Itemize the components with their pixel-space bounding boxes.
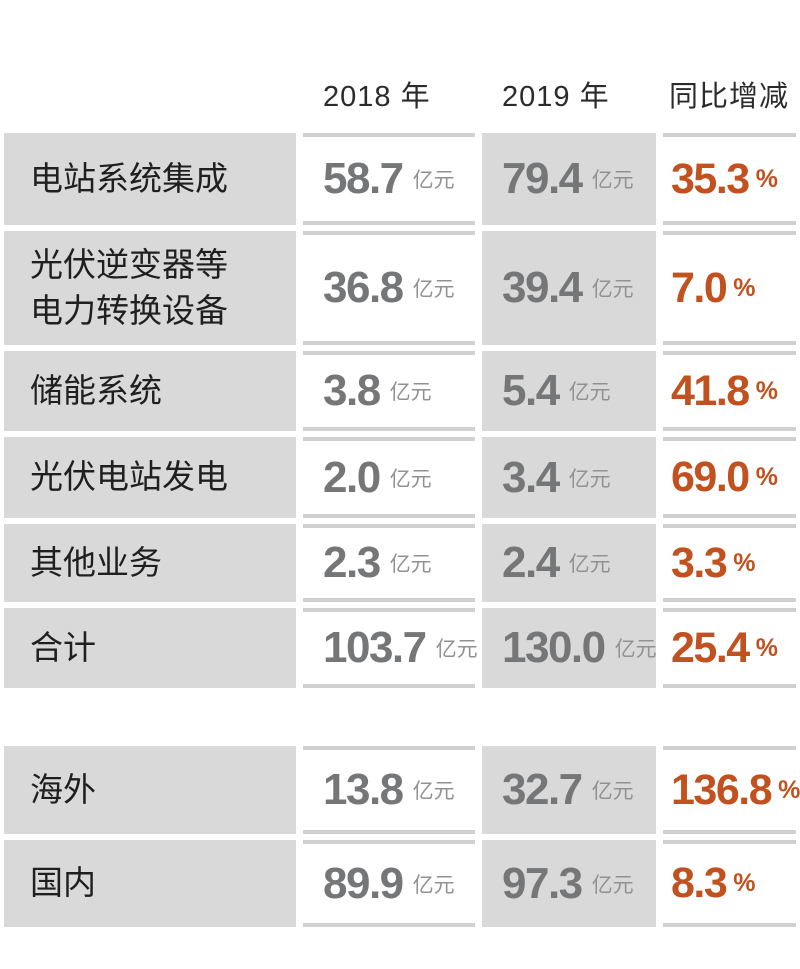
value-2018: 13.8 亿元 <box>303 746 475 834</box>
value-2019: 39.4 亿元 <box>482 231 656 345</box>
value-2019: 79.4 亿元 <box>482 133 656 225</box>
column-header-2018: 2018 年 <box>323 81 431 113</box>
unit-label: 亿元 <box>591 780 634 803</box>
percent-sign: % <box>755 463 778 491</box>
percent-sign: % <box>733 273 756 302</box>
value-2018-number: 103.7 <box>323 623 427 672</box>
value-2018-number: 2.3 <box>323 538 381 587</box>
table-row: 合计 103.7 亿元 130.0 亿元 25.4% <box>4 608 796 688</box>
yoy-change-number: 25.4 <box>671 623 750 672</box>
unit-label: 亿元 <box>568 381 611 404</box>
table-row: 海外 13.8 亿元 32.7 亿元 136.8% <box>4 746 800 834</box>
unit-label: 亿元 <box>591 278 634 301</box>
value-2019-number: 5.4 <box>502 366 560 415</box>
unit-label: 亿元 <box>568 553 611 576</box>
unit-label: 亿元 <box>591 169 634 192</box>
row-label: 合计 <box>4 608 296 688</box>
percent-sign: % <box>733 869 756 897</box>
yoy-change-number: 3.3 <box>671 538 728 587</box>
value-2019: 2.4 亿元 <box>482 524 656 602</box>
section-by-region: 海外 13.8 亿元 32.7 亿元 136.8% 国内 89.9 亿元 97.3 亿元 8.3% <box>4 746 800 927</box>
unit-label: 亿元 <box>412 873 455 897</box>
yoy-change: 136.8% <box>663 746 800 834</box>
value-2019-number: 79.4 <box>502 154 583 203</box>
value-2019: 97.3 亿元 <box>482 840 656 927</box>
value-2019: 130.0 亿元 <box>482 608 657 688</box>
value-2019-number: 2.4 <box>502 538 560 587</box>
value-2018-number: 36.8 <box>323 263 404 312</box>
yoy-change: 35.3% <box>663 133 796 225</box>
yoy-change-number: 69.0 <box>671 453 750 501</box>
value-2018: 58.7 亿元 <box>303 133 475 225</box>
yoy-change-number: 7.0 <box>671 263 728 312</box>
yoy-change-number: 41.8 <box>671 366 750 415</box>
value-2019-number: 39.4 <box>502 263 583 312</box>
value-2019-number: 130.0 <box>502 623 606 672</box>
value-2019: 3.4 亿元 <box>482 437 656 518</box>
table-row: 国内 89.9 亿元 97.3 亿元 8.3% <box>4 840 796 927</box>
section-by-business: 电站系统集成 58.7 亿元 79.4 亿元 35.3% 光伏逆变器等 电力转换设备 36.8… <box>4 133 796 688</box>
percent-sign: % <box>733 548 756 577</box>
unit-label: 亿元 <box>389 467 432 491</box>
row-label: 国内 <box>4 840 296 927</box>
unit-label: 亿元 <box>412 278 455 301</box>
value-2019: 5.4 亿元 <box>482 351 656 431</box>
yoy-change: 25.4% <box>663 608 796 688</box>
value-2019-number: 3.4 <box>502 452 560 502</box>
value-2018: 3.8 亿元 <box>303 351 475 431</box>
value-2018: 2.3 亿元 <box>303 524 475 602</box>
unit-label: 亿元 <box>389 381 432 404</box>
yoy-change-number: 8.3 <box>671 859 728 907</box>
unit-label: 亿元 <box>412 780 455 803</box>
percent-sign: % <box>755 376 778 405</box>
yoy-change: 7.0% <box>663 231 796 345</box>
value-2019-number: 97.3 <box>502 858 583 908</box>
percent-sign: % <box>755 633 778 662</box>
yoy-change: 69.0% <box>663 437 796 518</box>
value-2018: 2.0 亿元 <box>303 437 475 518</box>
unit-label: 亿元 <box>568 467 611 491</box>
table-row: 光伏电站发电 2.0 亿元 3.4 亿元 69.0% <box>4 437 796 518</box>
column-header-yoy-change: 同比增减 <box>669 81 790 113</box>
unit-label: 亿元 <box>389 553 432 576</box>
row-label: 光伏逆变器等 电力转换设备 <box>4 231 296 345</box>
column-header-2019: 2019 年 <box>502 81 610 113</box>
row-label: 储能系统 <box>4 351 296 431</box>
row-label: 电站系统集成 <box>4 133 296 225</box>
value-2018-number: 58.7 <box>323 154 404 203</box>
table-row: 光伏逆变器等 电力转换设备 36.8 亿元 39.4 亿元 7.0% <box>4 231 796 345</box>
unit-label: 亿元 <box>435 638 478 661</box>
table-row: 其他业务 2.3 亿元 2.4 亿元 3.3% <box>4 524 796 602</box>
header-cell-empty <box>4 0 296 133</box>
value-2018-number: 13.8 <box>323 765 404 814</box>
value-2018-number: 2.0 <box>323 452 381 502</box>
value-2018: 103.7 亿元 <box>303 608 478 688</box>
unit-label: 亿元 <box>614 638 657 661</box>
percent-sign: % <box>755 164 778 193</box>
table-row: 储能系统 3.8 亿元 5.4 亿元 41.8% <box>4 351 796 431</box>
yoy-change-number: 35.3 <box>671 154 750 203</box>
yoy-change: 8.3% <box>663 840 796 927</box>
unit-label: 亿元 <box>591 873 634 897</box>
row-label: 海外 <box>4 746 296 834</box>
value-2018: 89.9 亿元 <box>303 840 475 927</box>
value-2018-number: 3.8 <box>323 366 381 415</box>
unit-label: 亿元 <box>412 169 455 192</box>
table-header-row: 2018 年 2019 年 同比增减 <box>4 0 796 133</box>
value-2018-number: 89.9 <box>323 858 404 908</box>
yoy-change-number: 136.8 <box>671 765 773 814</box>
yoy-change: 3.3% <box>663 524 796 602</box>
row-label: 其他业务 <box>4 524 296 602</box>
row-label: 光伏电站发电 <box>4 437 296 518</box>
table-row: 电站系统集成 58.7 亿元 79.4 亿元 35.3% <box>4 133 796 225</box>
value-2019-number: 32.7 <box>502 765 583 814</box>
percent-sign: % <box>778 775 800 804</box>
yoy-change: 41.8% <box>663 351 796 431</box>
value-2019: 32.7 亿元 <box>482 746 656 834</box>
value-2018: 36.8 亿元 <box>303 231 475 345</box>
